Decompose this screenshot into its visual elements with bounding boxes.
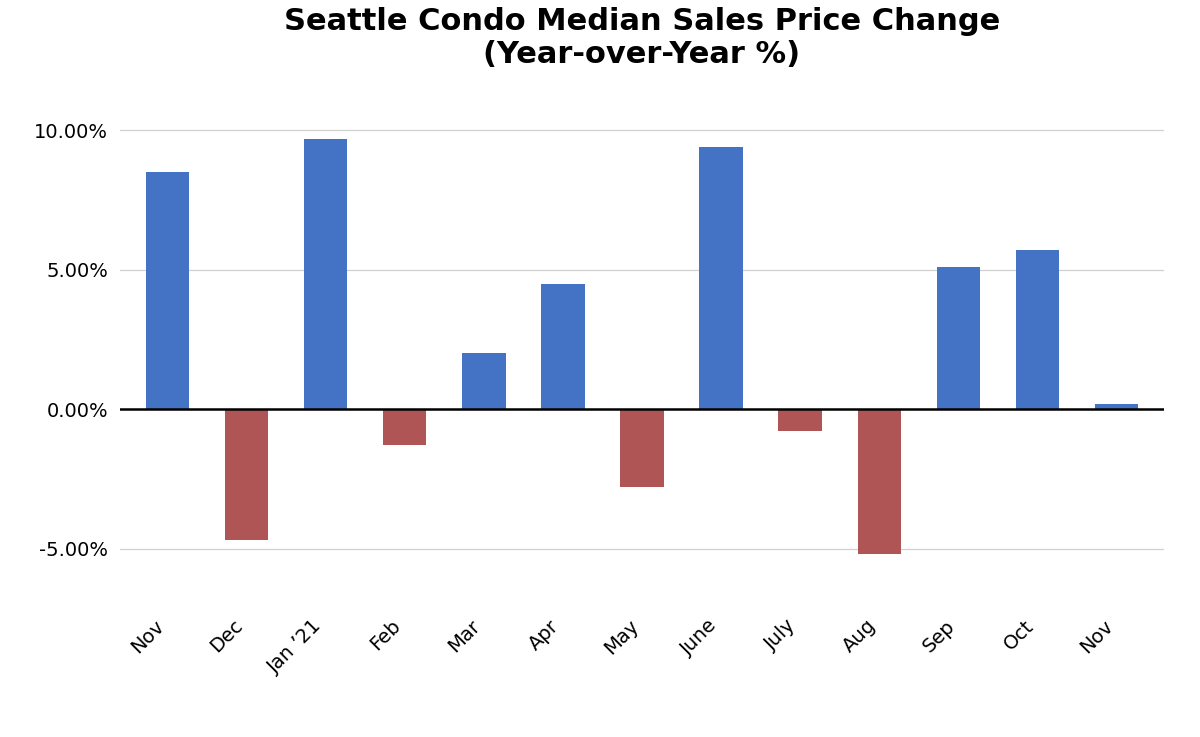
Bar <box>937 267 980 409</box>
Bar <box>1094 404 1139 409</box>
Bar <box>224 409 269 540</box>
Bar <box>383 409 426 445</box>
Bar <box>304 139 347 409</box>
Bar <box>462 353 505 409</box>
Bar <box>858 409 901 554</box>
Bar <box>1015 250 1060 409</box>
Bar <box>145 172 190 409</box>
Bar <box>700 147 743 409</box>
Bar <box>541 284 584 409</box>
Bar <box>779 409 822 431</box>
Title: Seattle Condo Median Sales Price Change
(Year-over-Year %): Seattle Condo Median Sales Price Change … <box>284 7 1000 69</box>
Bar <box>620 409 664 487</box>
